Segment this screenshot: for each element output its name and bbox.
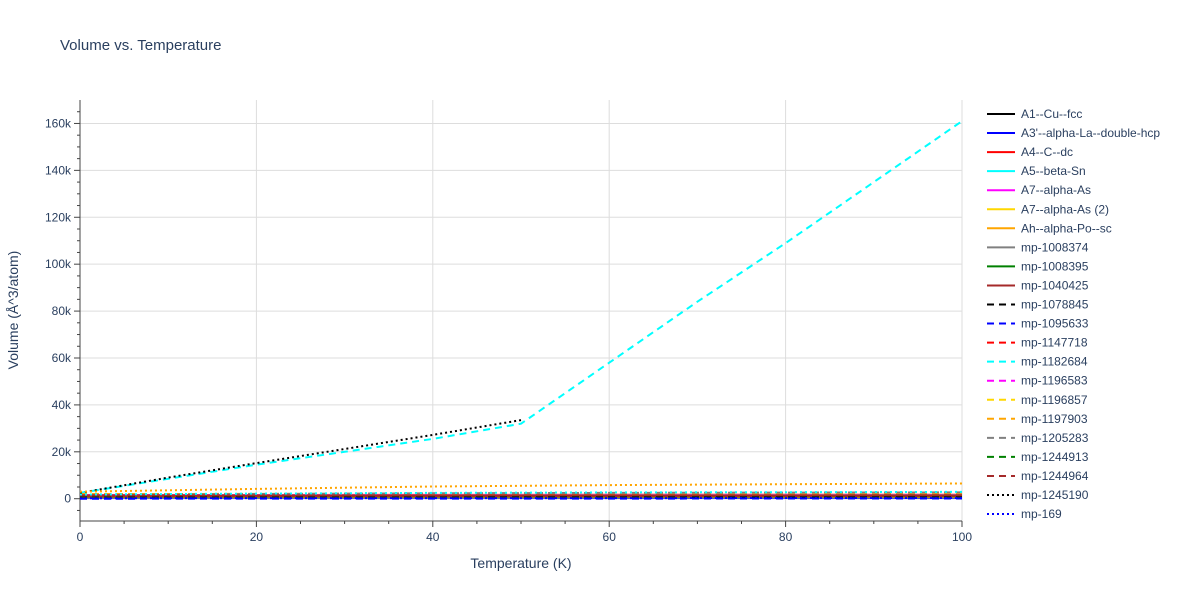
legend-label: mp-1147718 [1021,336,1088,350]
y-axis-title: Volume (Å^3/atom) [5,251,21,370]
series-line [79,490,963,496]
x-tick-label: 20 [250,530,264,544]
legend-label: mp-169 [1021,507,1062,521]
legend-item: mp-1040425 [987,278,1089,292]
legend-item: Ah--alpha-Po--sc [987,221,1112,235]
legend-item: A7--alpha-As [987,183,1091,197]
legend-label: mp-1244964 [1021,469,1089,483]
legend-item: mp-1196857 [987,393,1088,407]
legend-item: A4--C--dc [987,145,1073,159]
legend-label: mp-1008374 [1021,240,1089,254]
legend-item: mp-1205283 [987,431,1089,445]
y-tick-label: 0 [64,492,71,506]
legend-item: A3'--alpha-La--double-hcp [987,126,1160,140]
legend-label: mp-1196583 [1021,374,1088,388]
legend-label: A5--beta-Sn [1021,164,1086,178]
x-tick-label: 40 [426,530,440,544]
series-line [79,419,522,494]
legend-item: mp-1008374 [987,240,1089,254]
y-tick-label: 40k [52,398,72,412]
series-line [79,120,963,494]
legend-label: A7--alpha-As (2) [1021,202,1109,216]
legend-label: A1--Cu--fcc [1021,107,1082,121]
legend-item: mp-1147718 [987,336,1088,350]
plot-area [79,120,963,500]
y-tick-label: 120k [45,210,72,224]
legend-item: A5--beta-Sn [987,164,1086,178]
legend-item: mp-1095633 [987,317,1089,331]
legend: A1--Cu--fcc A3'--alpha-La--double-hcp A4--… [987,107,1160,521]
y-tick-label: 60k [52,351,72,365]
axes: 0 20 40 60 80 100 0 20k 40k 60k 80k 100k 120k 140k 160… [45,100,972,544]
legend-label: mp-1078845 [1021,298,1089,312]
legend-label: A7--alpha-As [1021,183,1091,197]
legend-label: mp-1196857 [1021,393,1088,407]
legend-label: mp-1244913 [1021,450,1089,464]
legend-label: mp-1245190 [1021,488,1089,502]
legend-label: mp-1008395 [1021,259,1089,273]
x-tick-label: 0 [77,530,84,544]
legend-item: mp-1182684 [987,355,1088,369]
legend-item: mp-1244913 [987,450,1089,464]
legend-item: mp-1196583 [987,374,1088,388]
legend-label: mp-1040425 [1021,278,1089,292]
legend-item: A7--alpha-As (2) [987,202,1109,216]
x-tick-label: 80 [779,530,793,544]
legend-label: mp-1197903 [1021,412,1088,426]
x-axis-title: Temperature (K) [470,555,571,571]
y-tick-label: 100k [45,257,72,271]
grid [80,100,963,521]
series-line [79,482,963,493]
legend-label: Ah--alpha-Po--sc [1021,221,1112,235]
legend-item: mp-169 [987,507,1062,521]
legend-label: mp-1205283 [1021,431,1089,445]
legend-label: mp-1182684 [1021,355,1088,369]
y-tick-label: 140k [45,163,72,177]
chart-title: Volume vs. Temperature [60,37,221,54]
x-tick-label: 60 [603,530,617,544]
legend-label: A3'--alpha-La--double-hcp [1021,126,1160,140]
legend-item: mp-1008395 [987,259,1089,273]
legend-item: mp-1078845 [987,298,1089,312]
legend-item: mp-1197903 [987,412,1088,426]
legend-item: mp-1245190 [987,488,1089,502]
legend-item: mp-1244964 [987,469,1089,483]
y-tick-label: 80k [52,304,72,318]
x-tick-label: 100 [952,530,972,544]
legend-label: A4--C--dc [1021,145,1073,159]
legend-item: A1--Cu--fcc [987,107,1082,121]
legend-label: mp-1095633 [1021,317,1089,331]
y-tick-label: 160k [45,116,72,130]
y-tick-label: 20k [52,445,72,459]
